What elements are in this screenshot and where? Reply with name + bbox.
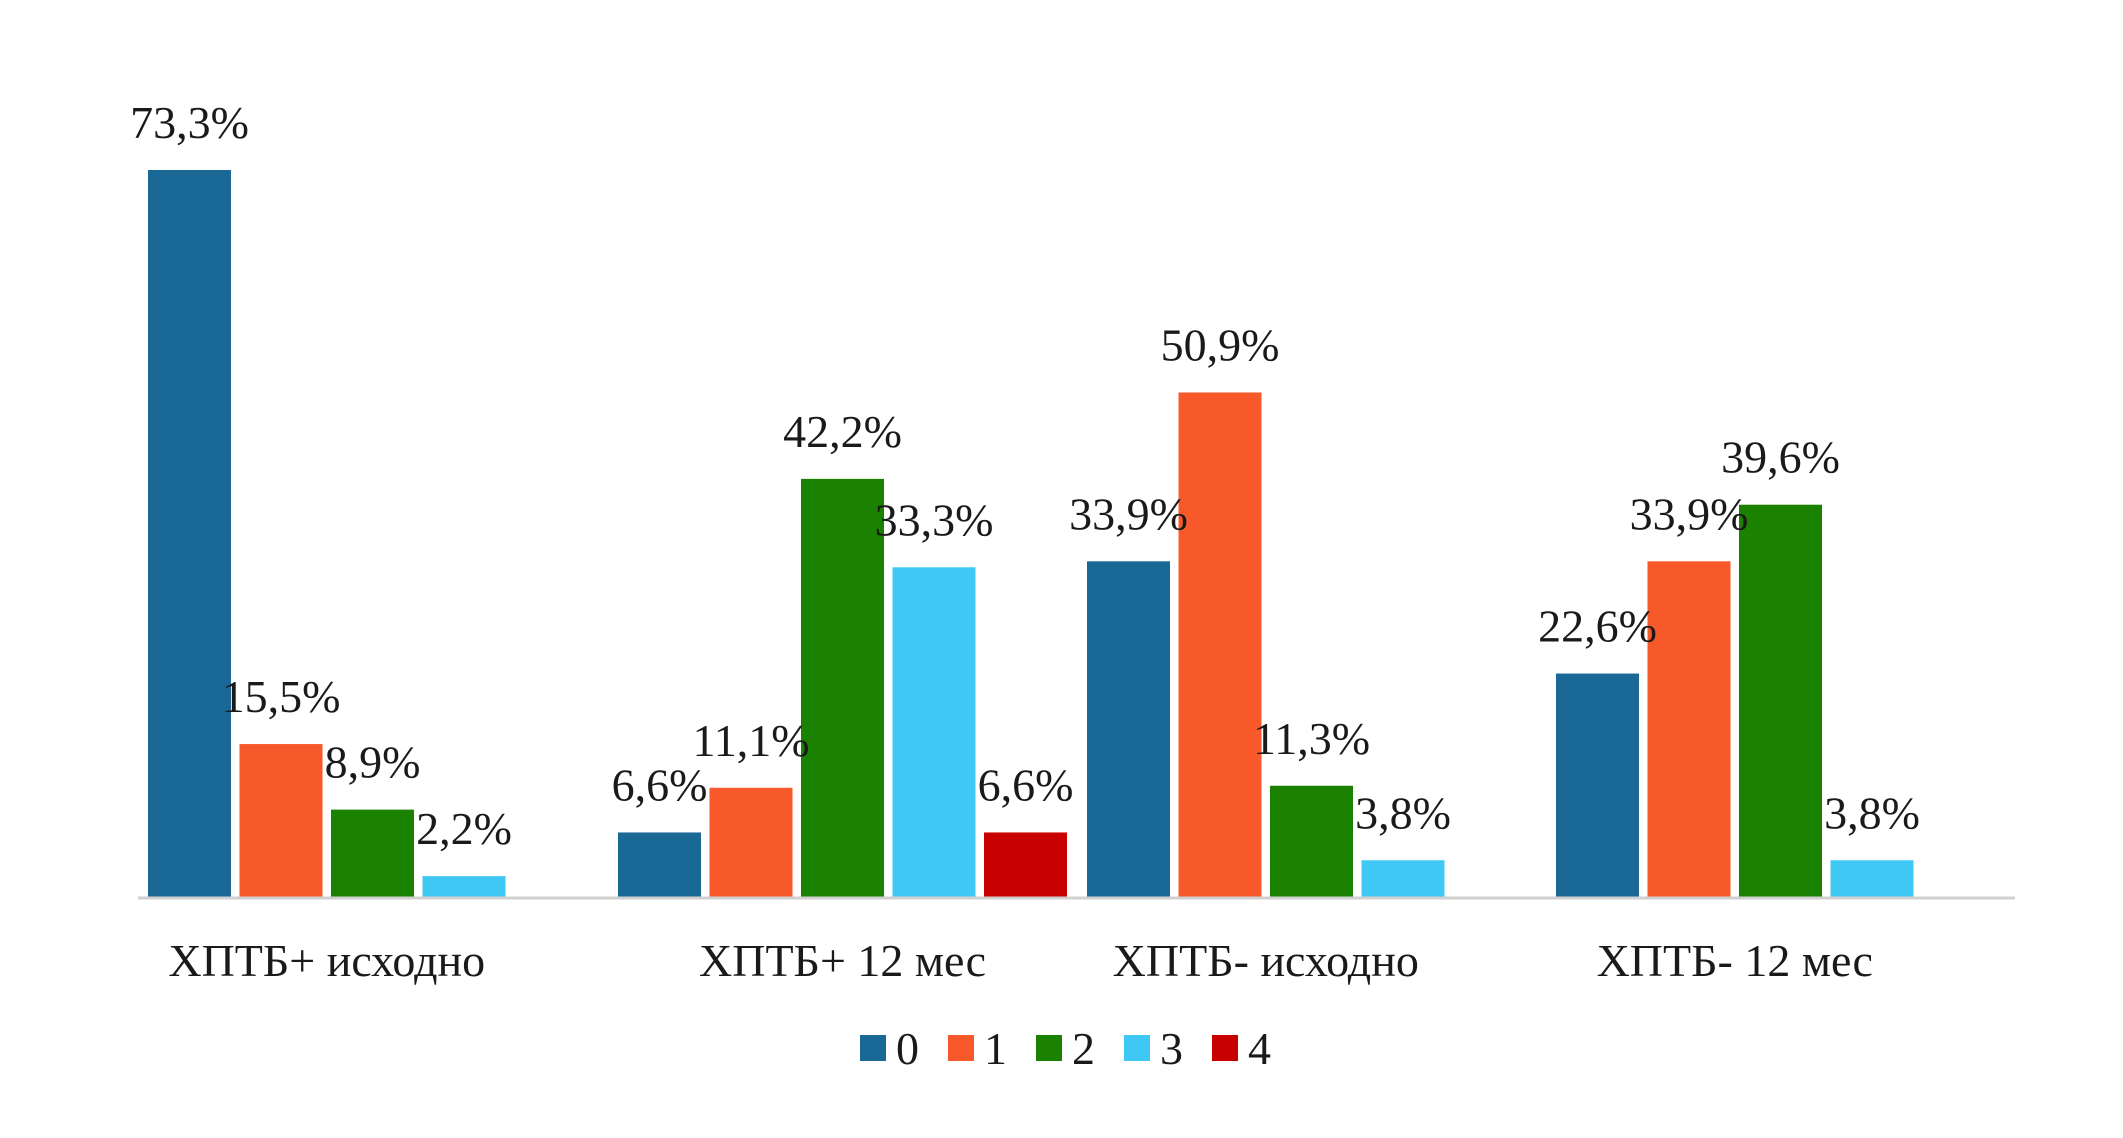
data-label-series-2-cat-2: 11,3% <box>1253 713 1370 764</box>
bar-series-3-cat-2 <box>1361 860 1445 898</box>
legend-label-3: 3 <box>1160 1023 1183 1074</box>
data-label-series-4-cat-1: 6,6% <box>978 759 1074 810</box>
legend-label-1: 1 <box>984 1023 1007 1074</box>
bar-series-0-cat-0 <box>148 170 231 898</box>
legend-swatch-3 <box>1124 1035 1150 1061</box>
legend-label-2: 2 <box>1072 1023 1095 1074</box>
data-label-series-3-cat-1: 33,3% <box>875 494 994 545</box>
legend-swatch-4 <box>1212 1035 1238 1061</box>
bar-series-1-cat-3 <box>1647 561 1731 898</box>
bars-layer <box>148 170 1914 898</box>
category-label-0: ХПТБ+ исходно <box>168 935 485 986</box>
data-label-series-0-cat-2: 33,9% <box>1069 488 1188 539</box>
legend-swatch-1 <box>948 1035 974 1061</box>
data-label-series-0-cat-0: 73,3% <box>130 97 249 148</box>
bar-series-1-cat-2 <box>1178 392 1262 898</box>
bar-series-0-cat-3 <box>1556 673 1639 898</box>
bar-series-2-cat-0 <box>331 809 414 898</box>
data-label-series-2-cat-3: 39,6% <box>1721 432 1840 483</box>
data-label-series-1-cat-2: 50,9% <box>1161 319 1280 370</box>
data-label-series-0-cat-1: 6,6% <box>612 759 708 810</box>
legend-label-0: 0 <box>896 1023 919 1074</box>
bar-series-3-cat-1 <box>892 567 976 898</box>
data-label-series-3-cat-0: 2,2% <box>416 803 512 854</box>
bar-series-3-cat-0 <box>422 876 506 898</box>
bar-series-0-cat-1 <box>618 832 701 898</box>
data-label-series-2-cat-0: 8,9% <box>325 737 421 788</box>
data-label-series-2-cat-1: 42,2% <box>783 406 902 457</box>
bar-series-3-cat-3 <box>1830 860 1914 898</box>
bar-series-2-cat-1 <box>801 478 884 898</box>
category-label-1: ХПТБ+ 12 мес <box>699 935 986 986</box>
bar-series-0-cat-2 <box>1087 561 1170 898</box>
data-label-series-1-cat-0: 15,5% <box>222 671 341 722</box>
bar-series-1-cat-0 <box>239 744 323 898</box>
data-label-series-3-cat-2: 3,8% <box>1355 787 1451 838</box>
bar-series-2-cat-3 <box>1739 504 1822 898</box>
category-label-2: ХПТБ- исходно <box>1113 935 1419 986</box>
legend-label-4: 4 <box>1248 1023 1271 1074</box>
data-label-series-1-cat-1: 11,1% <box>692 715 809 766</box>
legend-swatch-2 <box>1036 1035 1062 1061</box>
legend: 0 1 2 3 4 <box>860 1023 1271 1074</box>
legend-swatch-0 <box>860 1035 886 1061</box>
category-label-3: ХПТБ- 12 мес <box>1597 935 1873 986</box>
data-labels-layer: 73,3%15,5%8,9%2,2%6,6%11,1%42,2%33,3%6,6… <box>130 97 1920 854</box>
bar-series-4-cat-1 <box>984 832 1067 898</box>
data-label-series-3-cat-3: 3,8% <box>1824 787 1920 838</box>
data-label-series-1-cat-3: 33,9% <box>1630 488 1749 539</box>
bar-series-1-cat-1 <box>709 787 793 898</box>
category-labels-layer: ХПТБ+ исходно ХПТБ+ 12 мес ХПТБ- исходно ХП… <box>168 935 1873 986</box>
bar-series-2-cat-2 <box>1270 785 1353 898</box>
data-label-series-0-cat-3: 22,6% <box>1538 601 1657 652</box>
